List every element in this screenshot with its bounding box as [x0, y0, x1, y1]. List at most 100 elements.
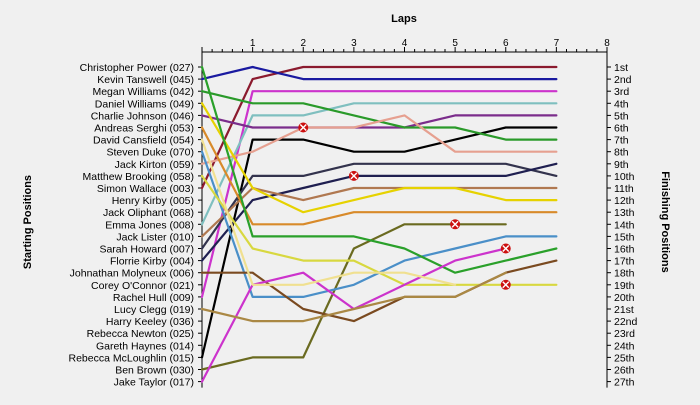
lap-tick-label: 1: [250, 38, 256, 49]
position-line: [200, 126, 558, 226]
position-line: [200, 114, 558, 165]
finishing-position-label: 1st: [614, 62, 628, 74]
finishing-position-label: 10th: [614, 171, 635, 183]
position-line: [200, 114, 558, 129]
driver-labels: Christopher Power (027)Kevin Tanswell (0…: [69, 62, 195, 389]
driver-label: Emma Jones (008): [105, 219, 194, 231]
crash-marker: [298, 122, 309, 133]
finishing-position-label: 12th: [614, 195, 635, 207]
position-line: [200, 174, 558, 286]
finishing-position-label: 11th: [614, 183, 634, 195]
driver-label: Steven Duke (070): [106, 147, 194, 159]
finishing-position-label: 25th: [614, 352, 635, 364]
crash-marker: [500, 243, 511, 254]
driver-label: Megan Williams (042): [92, 86, 194, 98]
driver-label: Jake Taylor (017): [114, 377, 194, 389]
driver-label: Kevin Tanswell (045): [97, 74, 194, 86]
lap-tick-label: 8: [604, 38, 610, 49]
position-line: [200, 186, 558, 238]
position-line: [200, 162, 558, 262]
driver-label: Corey O'Connor (021): [91, 280, 194, 292]
driver-label: Sarah Howard (007): [99, 244, 194, 256]
position-line: [200, 223, 507, 371]
finishing-position-label: 19th: [614, 280, 635, 292]
finishing-position-label: 15th: [614, 231, 635, 243]
driver-label: Jack Lister (010): [116, 231, 194, 243]
finishing-position-label: 14th: [614, 219, 635, 231]
position-line: [200, 126, 558, 359]
crash-marker-cross: [299, 124, 307, 131]
driver-label: Andreas Serghi (053): [94, 123, 194, 135]
finishing-position-label: 18th: [614, 268, 635, 280]
driver-label: Florrie Kirby (004): [110, 256, 194, 268]
position-line: [200, 102, 558, 226]
lap-tick-label: 3: [351, 38, 357, 49]
crash-marker: [500, 279, 511, 290]
finishing-position-label: 6th: [614, 123, 629, 135]
crash-marker: [450, 219, 461, 230]
y-axis-label-right: Finishing Positions: [659, 171, 671, 272]
driver-label: David Cansfield (054): [93, 135, 194, 147]
driver-label: Daniel Williams (049): [95, 98, 194, 110]
position-line: [200, 162, 558, 250]
finishing-position-label: 7th: [614, 135, 629, 147]
finishing-position-label: 22nd: [614, 316, 638, 328]
finishing-position-label: 21st: [614, 304, 634, 316]
finishing-position-label: 20th: [614, 292, 635, 304]
plot-axes: [198, 47, 611, 388]
driver-label: Gareth Haynes (014): [96, 340, 194, 352]
finishing-position-label: 9th: [614, 159, 629, 171]
finishing-position-label: 13th: [614, 207, 635, 219]
finishing-position-label: 2nd: [614, 74, 632, 86]
driver-label: Rachel Hull (009): [113, 292, 194, 304]
lap-tick-label: 5: [452, 38, 458, 49]
driver-label: Jack Kirton (059): [115, 159, 194, 171]
position-line: [200, 90, 558, 298]
driver-label: Rebecca McLoughlin (015): [69, 352, 195, 364]
chart-title: Laps: [391, 13, 417, 25]
finishing-position-label: 3rd: [614, 86, 629, 98]
position-line: [200, 259, 558, 323]
driver-label: Simon Wallace (003): [97, 183, 194, 195]
lap-tick-label: 6: [503, 38, 509, 49]
finishing-position-label: 24th: [614, 340, 635, 352]
finishing-position-label: 23rd: [614, 328, 635, 340]
crash-markers: [298, 122, 511, 290]
crash-marker-cross: [502, 281, 510, 289]
finishing-position-label: 16th: [614, 244, 635, 256]
driver-label: Henry Kirby (005): [112, 195, 194, 207]
driver-label: Christopher Power (027): [80, 62, 194, 74]
position-lines: [200, 65, 558, 383]
finishing-position-label: 26th: [614, 365, 635, 377]
position-line: [200, 271, 507, 323]
driver-label: Lucy Clegg (019): [114, 304, 194, 316]
driver-label: Jack Oliphant (068): [103, 207, 194, 219]
finishing-position-label: 8th: [614, 147, 629, 159]
driver-label: Charlie Johnson (046): [91, 110, 194, 122]
crash-marker-cross: [451, 220, 459, 228]
driver-label: Matthew Brooking (058): [83, 171, 194, 183]
position-line: [200, 102, 558, 214]
lap-tick-label: 4: [402, 38, 408, 49]
finishing-position-label: 5th: [614, 110, 629, 122]
lap-tick-labels: 1 2 3 4 5 6 7 8: [250, 38, 610, 49]
driver-label: Ben Brown (030): [115, 365, 194, 377]
finishing-position-labels: 1st2nd3rd4th5th6th7th8th9th10th11th12th1…: [614, 62, 638, 389]
crash-marker-cross: [350, 172, 358, 180]
driver-label: Johnathan Molyneux (006): [70, 268, 194, 280]
crash-marker: [348, 170, 359, 181]
lap-tick-label: 2: [300, 38, 306, 49]
position-line: [200, 65, 558, 81]
finishing-position-label: 17th: [614, 256, 635, 268]
driver-label: Harry Keeley (036): [106, 316, 194, 328]
lap-tick-label: 7: [554, 38, 560, 49]
driver-label: Rebecca Newton (025): [87, 328, 194, 340]
position-line: [200, 65, 558, 190]
finishing-position-label: 4th: [614, 98, 629, 110]
position-line: [200, 138, 457, 286]
position-line: [200, 65, 558, 274]
finishing-position-label: 27th: [614, 377, 635, 389]
crash-marker-cross: [502, 245, 510, 252]
y-axis-label-left: Starting Positions: [22, 175, 34, 269]
